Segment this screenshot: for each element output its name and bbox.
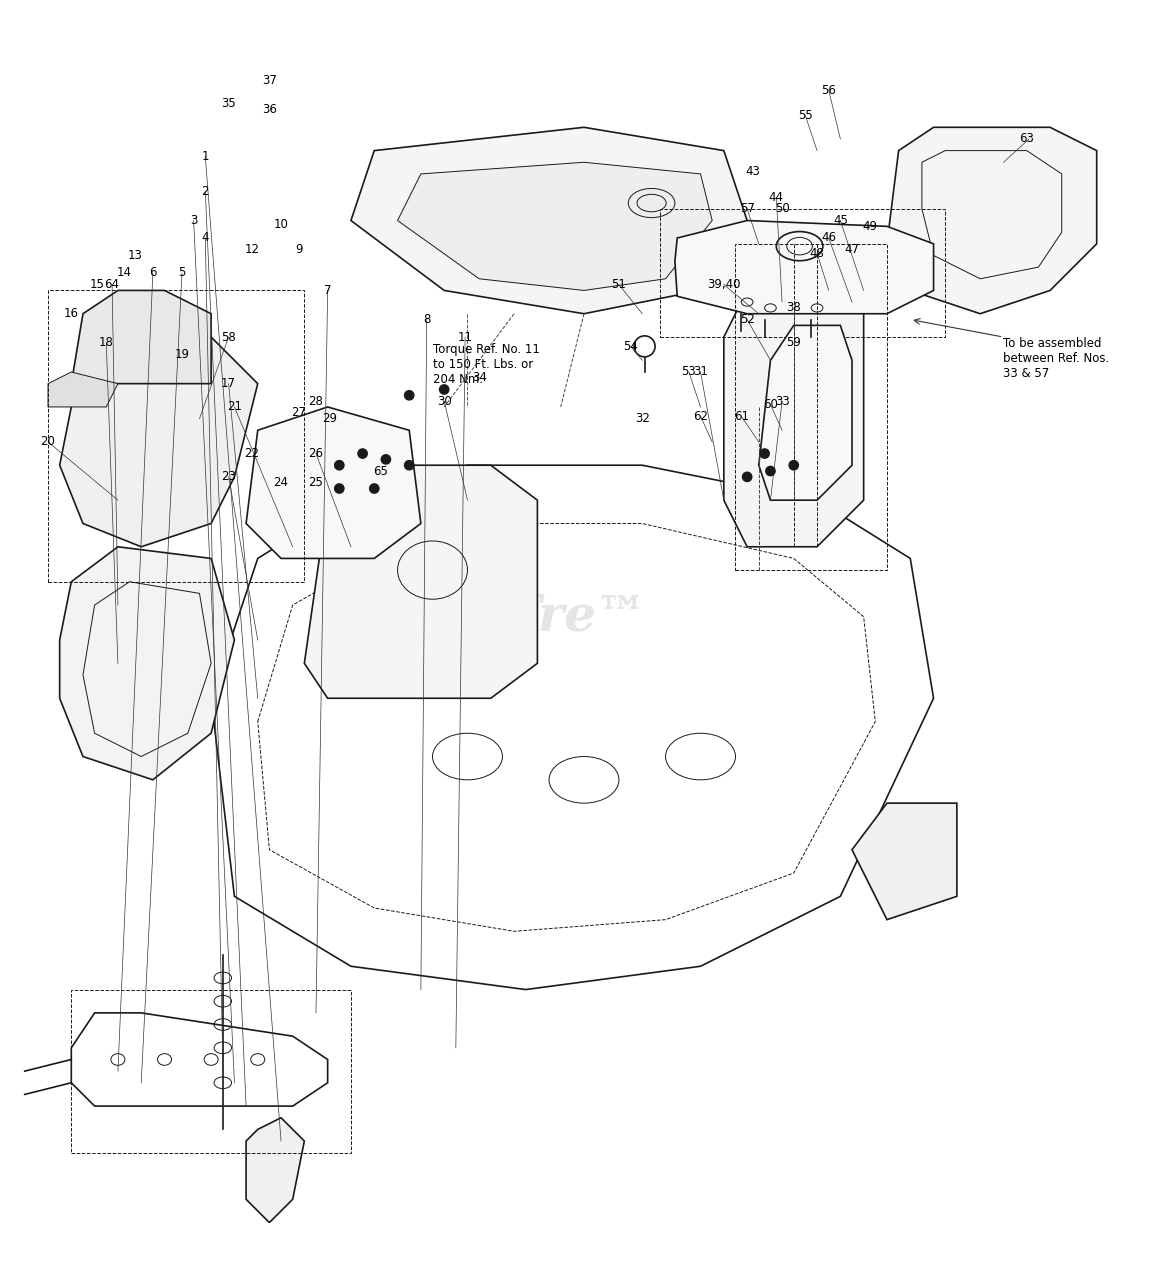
Polygon shape [48, 372, 118, 407]
Bar [736, 243, 887, 570]
Circle shape [369, 484, 378, 493]
Polygon shape [759, 325, 851, 500]
Polygon shape [887, 127, 1097, 314]
Text: 29: 29 [322, 412, 338, 425]
Circle shape [404, 390, 413, 399]
Text: 52: 52 [739, 314, 755, 326]
Text: 6: 6 [150, 266, 157, 279]
Text: 3: 3 [190, 214, 197, 227]
Polygon shape [851, 803, 957, 919]
Polygon shape [724, 268, 863, 547]
Circle shape [404, 461, 413, 470]
Text: 64: 64 [105, 278, 119, 291]
Text: 58: 58 [221, 330, 236, 343]
Circle shape [439, 385, 449, 394]
Text: 38: 38 [786, 301, 801, 315]
Circle shape [790, 461, 799, 470]
Text: 33: 33 [774, 394, 790, 407]
Text: 7: 7 [324, 284, 332, 297]
Polygon shape [397, 163, 712, 291]
Text: 18: 18 [99, 337, 113, 349]
Text: 56: 56 [821, 83, 836, 96]
Text: 8: 8 [423, 314, 430, 326]
Polygon shape [246, 407, 420, 558]
Text: 39,40: 39,40 [707, 278, 741, 291]
Polygon shape [60, 337, 258, 547]
Text: 20: 20 [41, 435, 55, 448]
Text: 44: 44 [769, 191, 784, 204]
Polygon shape [350, 127, 748, 314]
Text: 9: 9 [294, 243, 303, 256]
Text: 47: 47 [844, 243, 860, 256]
Text: 63: 63 [1020, 132, 1034, 146]
Text: 54: 54 [624, 340, 638, 353]
Text: 13: 13 [128, 250, 142, 262]
Circle shape [743, 472, 752, 481]
Bar [48, 291, 305, 581]
Text: 4: 4 [202, 232, 209, 244]
Polygon shape [305, 465, 537, 699]
Text: 1: 1 [202, 150, 209, 163]
Text: 57: 57 [739, 202, 755, 215]
Bar [71, 989, 350, 1153]
Text: 30: 30 [437, 394, 452, 407]
Polygon shape [246, 1117, 305, 1222]
Circle shape [381, 454, 390, 465]
Text: 14: 14 [117, 266, 131, 279]
Polygon shape [60, 547, 235, 780]
Text: 35: 35 [221, 97, 236, 110]
Circle shape [357, 449, 367, 458]
Text: 62: 62 [693, 410, 708, 422]
Text: 59: 59 [786, 337, 801, 349]
Polygon shape [71, 291, 211, 384]
Text: 10: 10 [273, 218, 288, 230]
Text: 23: 23 [221, 470, 236, 484]
Text: 31: 31 [693, 366, 708, 379]
Text: 55: 55 [798, 109, 813, 122]
Text: 28: 28 [308, 394, 324, 407]
Text: 53: 53 [681, 366, 696, 379]
Text: 27: 27 [291, 406, 306, 420]
Text: 25: 25 [308, 476, 324, 489]
Text: 60: 60 [763, 398, 778, 411]
Text: 11: 11 [458, 330, 473, 343]
Text: 36: 36 [262, 104, 277, 116]
Circle shape [335, 461, 343, 470]
Text: 50: 50 [774, 202, 790, 215]
Text: Torque Ref. No. 11
to 150 Ft. Lbs. or
204 Nm.: Torque Ref. No. 11 to 150 Ft. Lbs. or 20… [432, 343, 540, 385]
Circle shape [766, 466, 776, 476]
Text: 2: 2 [202, 184, 209, 198]
Text: 48: 48 [809, 247, 825, 260]
Text: To be assembled
between Ref. Nos.
33 & 57: To be assembled between Ref. Nos. 33 & 5… [1003, 337, 1110, 380]
Text: 51: 51 [612, 278, 626, 291]
Text: 32: 32 [635, 412, 649, 425]
Text: 46: 46 [821, 232, 836, 244]
Circle shape [335, 484, 343, 493]
Text: 16: 16 [64, 307, 78, 320]
Text: 65: 65 [373, 465, 388, 477]
Text: 22: 22 [244, 447, 259, 460]
Text: 49: 49 [862, 220, 877, 233]
Text: 37: 37 [262, 74, 277, 87]
Text: 15: 15 [90, 278, 104, 291]
Text: 5: 5 [179, 266, 186, 279]
Text: 34: 34 [472, 371, 487, 384]
Text: PartsTre™: PartsTre™ [359, 593, 647, 641]
Text: 17: 17 [221, 378, 236, 390]
Text: 26: 26 [308, 447, 324, 460]
Text: 24: 24 [273, 476, 288, 489]
Polygon shape [675, 220, 933, 314]
Text: 43: 43 [745, 165, 760, 178]
Text: 61: 61 [734, 410, 749, 422]
Text: 45: 45 [833, 214, 848, 227]
Circle shape [760, 449, 770, 458]
Bar [660, 209, 945, 337]
Text: 12: 12 [244, 243, 259, 256]
Text: 21: 21 [227, 401, 242, 413]
Text: 19: 19 [174, 348, 189, 361]
